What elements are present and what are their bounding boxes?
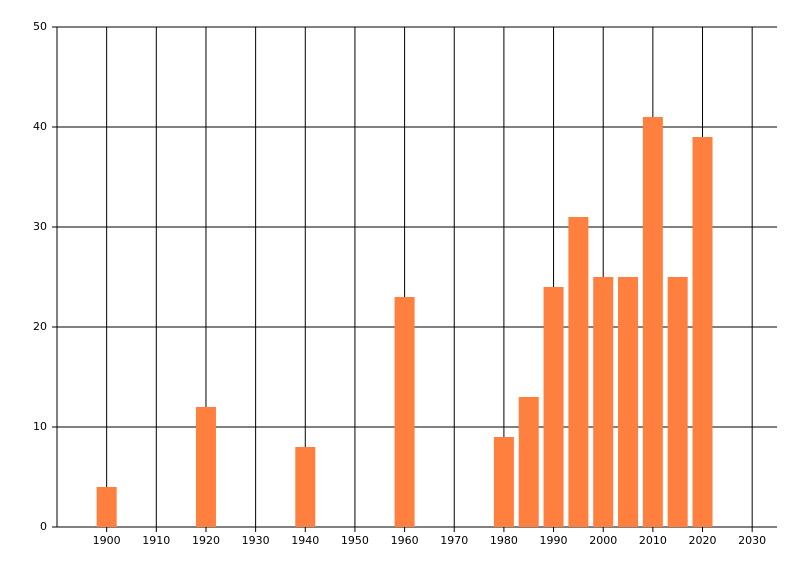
bar	[195, 407, 216, 527]
x-tick-label: 2010	[639, 534, 667, 547]
x-tick-label: 1920	[192, 534, 220, 547]
bar	[618, 277, 639, 527]
y-tick-label: 30	[33, 220, 47, 233]
x-tick-label: 2000	[589, 534, 617, 547]
bar	[394, 297, 415, 527]
x-tick-label: 1970	[440, 534, 468, 547]
x-tick-label: 2020	[689, 534, 717, 547]
x-tick-label: 2030	[738, 534, 766, 547]
bar	[518, 397, 539, 527]
bar	[667, 277, 688, 527]
x-tick-label: 1990	[540, 534, 568, 547]
bar	[295, 447, 316, 527]
bar	[642, 117, 663, 527]
bar	[593, 277, 614, 527]
x-tick-label: 1910	[142, 534, 170, 547]
bar	[692, 137, 713, 527]
x-tick-label: 1980	[490, 534, 518, 547]
y-tick-label: 50	[33, 20, 47, 33]
y-tick-label: 40	[33, 120, 47, 133]
x-tick-label: 1930	[242, 534, 270, 547]
x-tick-label: 1940	[291, 534, 319, 547]
bar	[543, 287, 564, 527]
y-tick-label: 20	[33, 320, 47, 333]
x-tick-label: 1960	[391, 534, 419, 547]
bar	[96, 487, 117, 527]
y-tick-label: 0	[40, 520, 47, 533]
bar	[493, 437, 514, 527]
x-tick-label: 1900	[93, 534, 121, 547]
x-tick-label: 1950	[341, 534, 369, 547]
bar	[568, 217, 589, 527]
y-tick-label: 10	[33, 420, 47, 433]
